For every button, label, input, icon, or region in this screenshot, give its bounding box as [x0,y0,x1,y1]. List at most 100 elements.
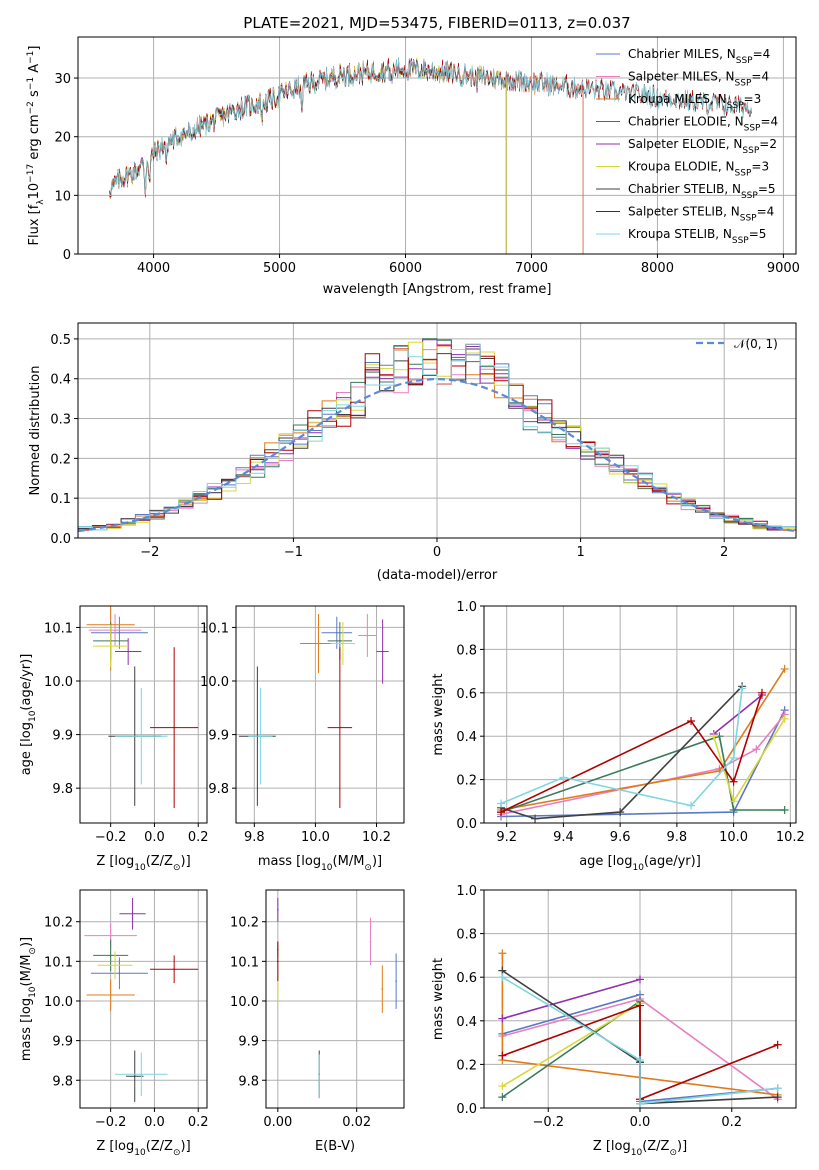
y-tick-label: 9.8 [208,782,229,797]
legend-value: =4 [753,47,771,61]
y-tick-label: 0.4 [456,1015,477,1030]
y-tick-label: 0.4 [50,373,71,388]
y-tick-label: 10.1 [230,955,259,970]
data-point-1 [369,940,372,943]
legend-label: Salpeter MILES, NSSP=4 [628,70,769,89]
data-point-2 [317,642,320,645]
data-point-8 [140,1073,143,1076]
legend-label: Chabrier STELIB, NSSP=5 [628,182,776,201]
chart-title: PLATE=2021, MJD=53475, FIBERID=0113, z=0… [243,14,630,32]
x-tick-label: 0.02 [342,1115,371,1130]
label-part: ⊙ [669,1148,677,1158]
mass-weight-marker [498,1093,507,1102]
label-part: )] [372,854,382,869]
plot-area [78,338,796,538]
x-tick-label: 6000 [389,261,422,276]
panel-6: 0.00 0.02 9.8 9.9 10.0 10.1 10.2 [230,889,405,1130]
legend-label: Salpeter ELODIE, NSSP=2 [628,137,777,156]
mass-weight-marker [636,1099,644,1108]
plot-area [84,897,199,1103]
label-part: mass [log [258,854,321,869]
label-part: ⊙ [173,1148,181,1158]
legend-value: =2 [759,137,777,151]
legend-sub: SSP [736,56,753,66]
x-tick-label: 9.8 [244,830,265,845]
label-part: Z [log [96,854,134,869]
x-tick-label: −0.2 [95,830,127,845]
data-point-0 [395,980,397,982]
label-part: 10 [28,986,38,998]
legend-value: =5 [749,227,767,241]
mass-weight-line-1 [500,713,786,816]
axes-frame [77,322,797,539]
legend-name: Chabrier STELIB, N [628,182,741,196]
label-part: erg cm [27,114,42,163]
panel-3: 9.8 10.0 10.2 9.8 9.9 10.0 10.1 [200,605,405,845]
data-point-7 [173,726,175,729]
y-tick-label: 10.2 [230,916,259,931]
mass-weight-marker [752,745,761,754]
y-tick-label: 10.1 [200,621,229,636]
label-part: Flux [f [27,204,42,245]
mass-weight-marker [497,808,506,817]
mass-weight-marker [773,1093,782,1102]
y-tick-label: 10.0 [44,995,73,1010]
mass-weight-line-7 [502,1004,778,1101]
data-point-1 [114,629,116,631]
y-tick-label: 1.0 [456,600,477,615]
gaussian-legend: 𝒩(0, 1) [696,337,778,351]
y-tick-label: 0.2 [50,452,71,467]
mass-weight-line-3 [500,735,785,813]
mass-weight-line-4 [502,978,641,1020]
y-tick-label: 9.9 [52,729,73,744]
mass-weight-line-6 [500,685,743,820]
mass-weight-marker [709,732,718,741]
data-point-8 [259,735,262,737]
y-tick-label: 0 [63,248,71,263]
data-point-0 [336,631,338,634]
y-tick-label: 0.4 [456,730,477,745]
axes-frame [483,605,797,824]
label-part: (M/M [19,955,34,987]
mass-weight-marker [559,773,568,782]
x-tick-label: −0.2 [532,1115,564,1130]
panel-2: −0.2 0.0 0.2 9.8 9.9 10.0 10.1 [44,605,209,845]
label-part: 10 [631,1148,643,1158]
y-tick-label: 10.0 [200,675,229,690]
label-part: )] [677,1139,687,1154]
data-point-7 [173,968,175,971]
mass-weight-marker [780,805,789,814]
mass-weight-marker [687,801,696,810]
legend-sub: SSP [742,146,759,156]
data-point-8 [318,1075,321,1078]
y-tick-label: 0.8 [456,928,477,943]
label-part: 10 [632,863,644,873]
x-tick-label: 10.0 [301,830,330,845]
label-part: λ [36,199,46,205]
x-tick-label: −0.2 [95,1115,127,1130]
x-tick-label: 7000 [515,261,548,276]
mass-weight-marker [636,1001,644,1010]
data-point-5 [342,642,344,645]
data-point-2 [109,994,112,996]
mass-weight-marker [729,777,738,786]
y-axis-label: mass weight [431,958,446,1040]
y-tick-label: 10.0 [230,995,259,1010]
legend-sub: SSP [735,79,752,89]
mass-weight-marker [773,1040,782,1049]
x-tick-label: 10.0 [719,830,748,845]
data-point-4 [277,909,279,911]
legend-value: =4 [757,205,775,219]
x-tick-label: 9.2 [496,830,517,845]
legend-label: Kroupa MILES, NSSP=3 [628,92,761,111]
x-axis-label: age [log10(age/yr)] [579,854,701,873]
y-tick-label: 0.0 [50,532,71,547]
y-tick-label: 0.0 [456,1102,477,1117]
label-part: s [27,90,42,101]
label-part: ⊙ [364,863,372,873]
label-part: (age/yr)] [644,854,701,869]
label-part: (Z/Z [146,854,173,869]
x-tick-label: 0.00 [263,1115,292,1130]
panel-4: 9.2 9.4 9.6 9.8 10.0 10.2 0.0 0.2 0.4 0.6 0.8 1.0 [456,600,804,845]
mass-weight-marker [498,973,507,982]
